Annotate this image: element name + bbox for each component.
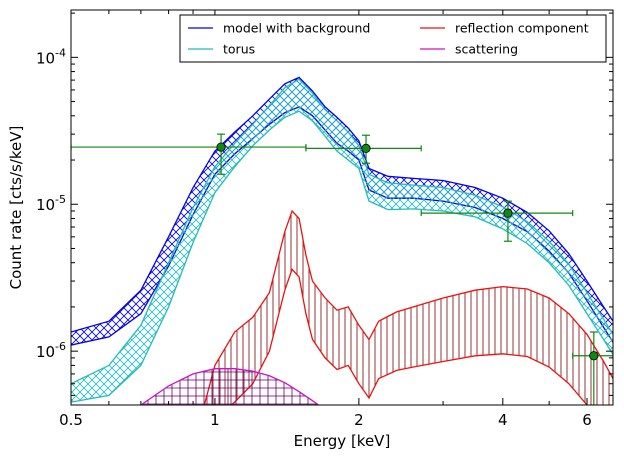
data-point-2 bbox=[305, 134, 422, 164]
y-tick-label: 10-5 bbox=[36, 193, 66, 214]
y-axis: 10-6 10-5 10-4 bbox=[36, 12, 613, 396]
x-tick-label: 2 bbox=[354, 411, 364, 429]
x-tick-label: 6 bbox=[582, 411, 592, 429]
legend-model-with-background-label: model with background bbox=[223, 21, 370, 36]
x-axis-label: Energy [keV] bbox=[294, 432, 391, 450]
x-axis: 0.5 1 2 4 6 bbox=[59, 10, 592, 429]
series-reflection-component-lower-line bbox=[230, 268, 588, 405]
series-reflection-component-upper-line bbox=[203, 209, 613, 405]
x-tick-label: 1 bbox=[210, 411, 220, 429]
x-tick-label: 4 bbox=[498, 411, 508, 429]
y-tick-label: 10-6 bbox=[36, 340, 66, 361]
legend-reflection-component-label: reflection component bbox=[455, 21, 589, 36]
legend-scattering-label: scattering bbox=[455, 42, 518, 57]
legend: model with background torus reflection com… bbox=[179, 14, 607, 63]
series-bands bbox=[71, 76, 613, 405]
series-torus-upper-line bbox=[71, 78, 613, 385]
data-point-4 bbox=[572, 331, 613, 405]
data-points bbox=[71, 133, 613, 405]
series-model-with-background-upper-line bbox=[71, 76, 613, 333]
series-scattering-band bbox=[140, 368, 319, 405]
y-tick-label: 10-4 bbox=[36, 46, 66, 67]
x-tick-label: 0.5 bbox=[59, 411, 83, 429]
plot-frame bbox=[70, 9, 614, 406]
series-scattering-lower-line bbox=[226, 404, 261, 405]
data-point-3 bbox=[420, 200, 574, 242]
data-point-1 bbox=[71, 133, 307, 175]
y-axis-label: Count rate [cts/s/keV] bbox=[7, 126, 25, 290]
series-torus-lower-line bbox=[71, 110, 613, 403]
legend-box bbox=[179, 14, 607, 63]
series-torus-band bbox=[71, 79, 613, 403]
series-scattering-upper-line bbox=[140, 368, 320, 405]
legend-torus-label: torus bbox=[223, 42, 255, 57]
